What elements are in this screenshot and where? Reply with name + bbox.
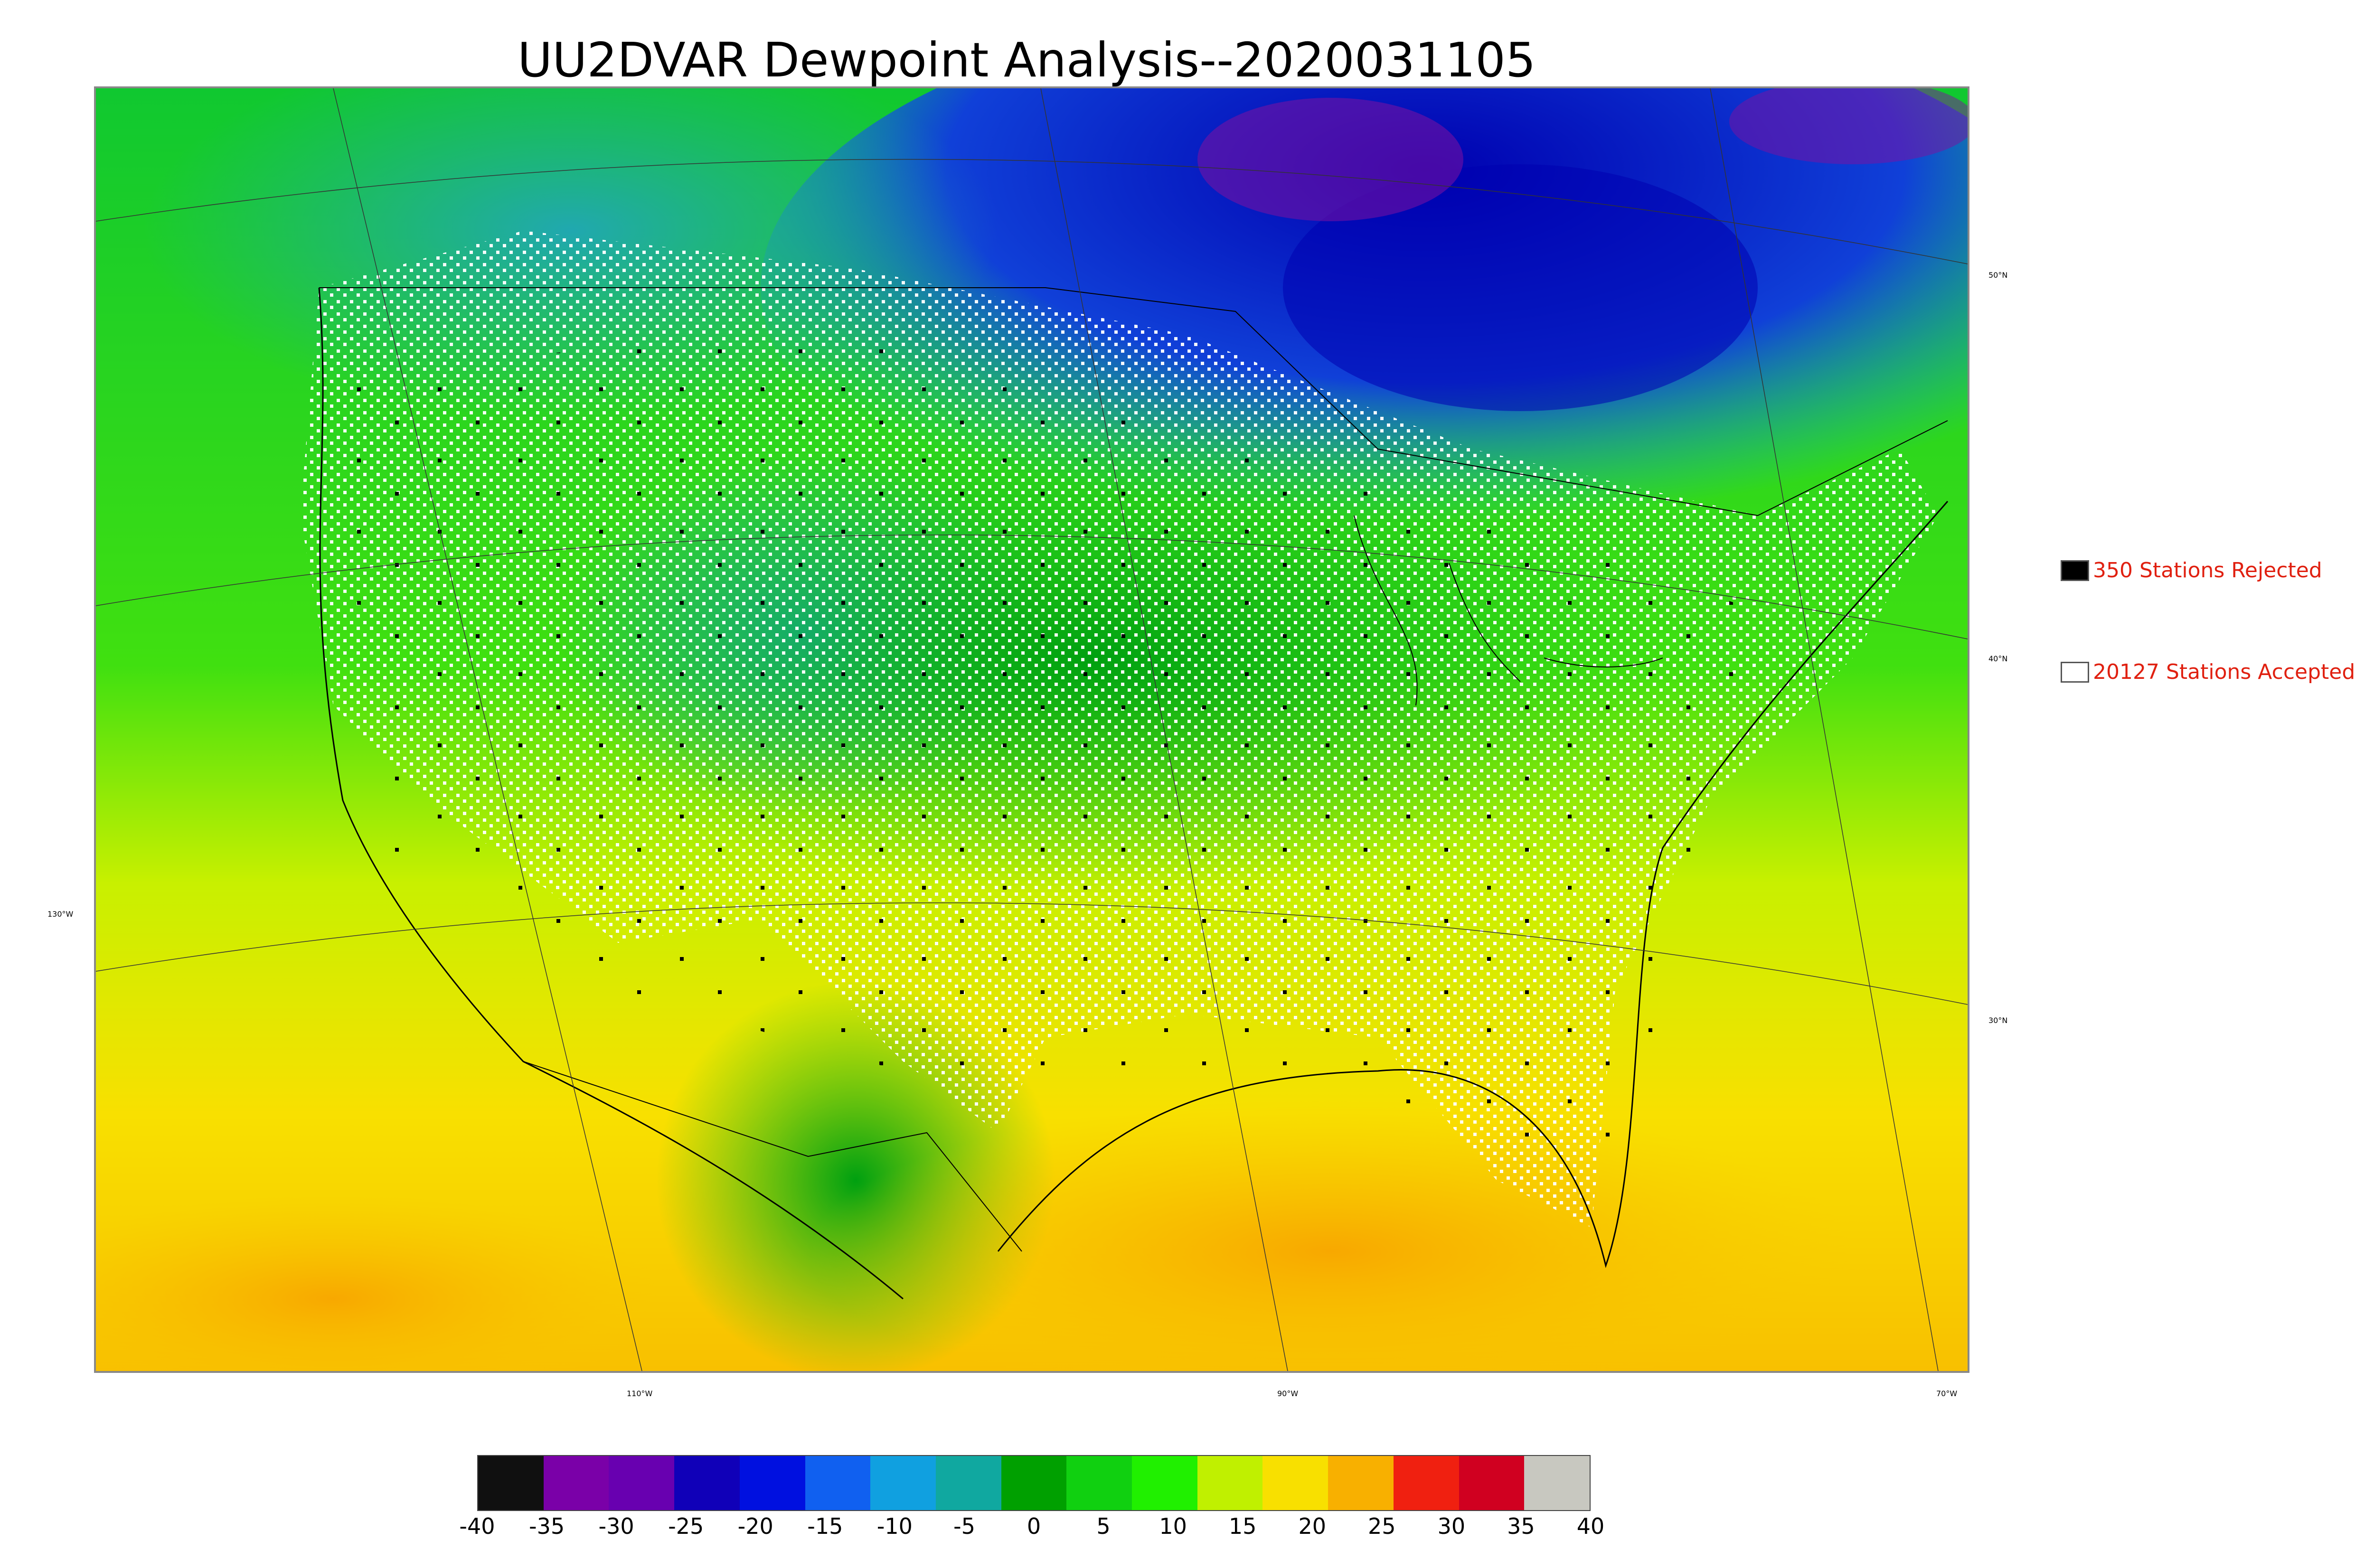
rejected-label: 350 Stations Rejected	[2093, 558, 2322, 582]
colorbar-segment	[1066, 1456, 1132, 1510]
legend-accepted: 20127 Stations Accepted	[2061, 660, 2355, 684]
moist-pacific-region	[96, 1194, 666, 1371]
lat-label-50n: 50°N	[1988, 271, 2008, 280]
colorbar-tick-label: 20	[1298, 1513, 1327, 1539]
legend-rejected: 350 Stations Rejected	[2061, 558, 2322, 582]
parallel-40n	[96, 535, 1968, 639]
dewpoint-colorbar	[477, 1455, 1591, 1511]
colorbar-tick-label: 25	[1368, 1513, 1396, 1539]
canada-border	[319, 287, 1948, 516]
accepted-label: 20127 Stations Accepted	[2093, 660, 2355, 684]
colorbar-tick-label: -35	[528, 1513, 565, 1539]
colorbar-tick-label: 40	[1576, 1513, 1605, 1539]
colorbar-segment	[1001, 1456, 1067, 1510]
map-title: UU2DVAR Dewpoint Analysis--2020031105	[518, 32, 1536, 88]
colorbar-tick-label: 35	[1507, 1513, 1535, 1539]
colorbar-segment	[609, 1456, 675, 1510]
colorbar-segment	[1459, 1456, 1525, 1510]
colorbar-segment	[935, 1456, 1001, 1510]
purple-dry-region	[1197, 98, 1463, 221]
cold-air-core	[1283, 164, 1758, 411]
colorbar-segment	[739, 1456, 805, 1510]
station-cloud-rejected	[333, 326, 1758, 1180]
colorbar-tick-label: -15	[807, 1513, 843, 1539]
great-lakes	[1354, 515, 1663, 706]
us-coastline	[318, 287, 1949, 1300]
parallel-50n	[96, 159, 1968, 264]
rejected-swatch	[2061, 560, 2089, 581]
colorbar-segment	[1524, 1456, 1590, 1510]
parallel-30n	[96, 902, 1968, 1005]
lon-label-130w: 130°W	[47, 910, 74, 919]
dewpoint-map[interactable]	[96, 88, 1968, 1371]
lat-label-40n: 40°N	[1988, 654, 2008, 663]
lon-label-70w: 70°W	[1936, 1389, 1958, 1398]
colorbar-tick-label: 30	[1437, 1513, 1466, 1539]
colorbar-segment	[1393, 1456, 1459, 1510]
colorbar-tick-label: 15	[1228, 1513, 1257, 1539]
meridian-110w	[333, 88, 642, 1371]
lon-label-110w: 110°W	[627, 1389, 653, 1398]
map-panel[interactable]	[94, 86, 1969, 1373]
accepted-swatch	[2061, 661, 2089, 683]
colorbar-tick-label: -25	[668, 1513, 704, 1539]
colorbar-tick-label: 5	[1096, 1513, 1111, 1539]
colorbar-tick-label: -30	[598, 1513, 634, 1539]
colorbar-segment	[674, 1456, 740, 1510]
colorbar-tick-label: -5	[953, 1513, 975, 1539]
colorbar-segment	[543, 1456, 609, 1510]
colorbar-segment	[1262, 1456, 1328, 1510]
colorbar-tick-label: 10	[1159, 1513, 1187, 1539]
purple-dry-region-east	[1729, 88, 1968, 164]
colorbar-tick-label: 0	[1027, 1513, 1041, 1539]
colorbar-tick-label: -10	[876, 1513, 913, 1539]
meridian-70w	[1710, 88, 1939, 1371]
meridian-90w	[1040, 88, 1288, 1371]
colorbar-segment	[870, 1456, 936, 1510]
colorbar-segment	[1132, 1456, 1197, 1510]
lat-label-30n: 30°N	[1988, 1016, 2008, 1025]
colorbar-segment	[478, 1456, 544, 1510]
colorbar-segment	[1328, 1456, 1394, 1510]
mexico-border	[523, 1061, 1022, 1252]
colorbar-tick-label: -20	[737, 1513, 773, 1539]
colorbar-tick-label: -40	[459, 1513, 495, 1539]
colorbar-segment	[1197, 1456, 1263, 1510]
lon-label-90w: 90°W	[1277, 1389, 1299, 1398]
colorbar-segment	[805, 1456, 871, 1510]
